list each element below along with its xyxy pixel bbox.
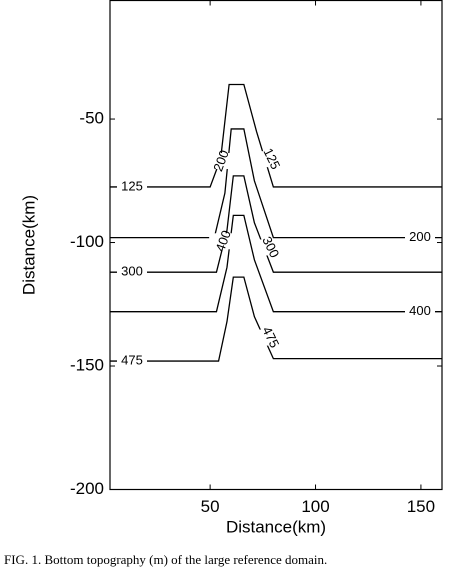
caption: FIG. 1. Bottom topography (m) of the lar… bbox=[4, 552, 327, 567]
contour-label: 400 bbox=[409, 303, 431, 318]
y-tick-label: -100 bbox=[70, 232, 104, 251]
label-gap bbox=[117, 178, 147, 195]
contour-label: 400 bbox=[212, 228, 234, 254]
x-tick-label: 150 bbox=[407, 497, 435, 516]
x-tick-label: 100 bbox=[301, 497, 329, 516]
contour-line bbox=[110, 276, 442, 362]
contour-label: 125 bbox=[260, 146, 283, 172]
label-gap bbox=[405, 229, 435, 246]
label-gap bbox=[254, 239, 285, 256]
contour-label: 475 bbox=[121, 353, 143, 368]
x-tick-label: 50 bbox=[201, 497, 220, 516]
y-axis-label: Distance(km) bbox=[19, 195, 38, 295]
contour-label: 300 bbox=[121, 264, 143, 279]
y-tick-label: -50 bbox=[79, 109, 104, 128]
contour-line bbox=[110, 214, 442, 313]
label-gap bbox=[117, 353, 147, 370]
contour-line bbox=[110, 175, 442, 273]
contour-label: 200 bbox=[210, 148, 232, 174]
contour-label: 125 bbox=[121, 178, 143, 193]
label-gap bbox=[255, 151, 286, 168]
label-gap bbox=[405, 303, 435, 320]
contour-line bbox=[110, 83, 442, 188]
y-tick-label: -150 bbox=[70, 355, 104, 374]
label-gap bbox=[209, 233, 240, 250]
y-tick-label: -200 bbox=[70, 479, 104, 498]
label-gap bbox=[254, 329, 285, 346]
x-axis-label: Distance(km) bbox=[226, 517, 326, 536]
contour-line bbox=[110, 128, 442, 239]
contour-label: 200 bbox=[409, 229, 431, 244]
label-gap bbox=[117, 264, 147, 281]
contour-label: 475 bbox=[259, 324, 282, 350]
label-gap bbox=[207, 153, 238, 170]
plot-frame bbox=[109, 0, 443, 491]
